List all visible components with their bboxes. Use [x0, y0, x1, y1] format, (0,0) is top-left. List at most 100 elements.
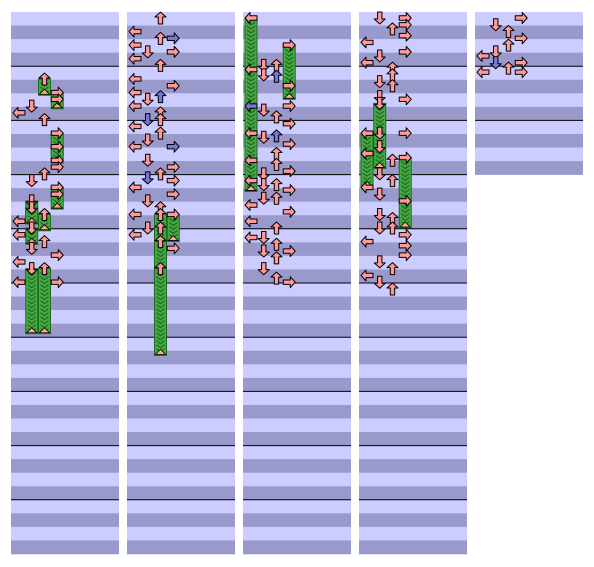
- hold-chevron: [156, 340, 165, 345]
- arrow-right-icon: [282, 79, 296, 92]
- arrow-up-icon: [154, 126, 167, 140]
- arrow-down-icon: [373, 126, 386, 140]
- hold-chevron: [156, 296, 165, 301]
- beat-stripe: [243, 323, 351, 338]
- arrow-down-icon: [25, 221, 38, 235]
- arrow-right-icon: [166, 174, 180, 187]
- arrow-right-icon: [282, 205, 296, 218]
- arrow-down-icon: [489, 18, 502, 32]
- beat-stripe: [11, 106, 119, 121]
- beat-stripe: [127, 79, 235, 94]
- beat-stripe: [243, 79, 351, 94]
- hold-chevron: [156, 332, 165, 337]
- hold-chevron: [246, 145, 256, 150]
- hold-chevron: [168, 229, 178, 235]
- beat-stripe: [359, 12, 467, 26]
- beat-stripe: [359, 66, 467, 81]
- arrow-up-icon: [154, 221, 167, 235]
- column-3: [243, 12, 351, 555]
- arrow-left-icon: [128, 86, 142, 99]
- arrow-down-icon: [257, 167, 270, 181]
- beat-stripe: [243, 337, 351, 352]
- beat-stripe: [243, 255, 351, 270]
- hold-chevron: [362, 136, 372, 141]
- beat-stripe: [243, 486, 351, 501]
- beat-stripe: [359, 323, 467, 338]
- arrow-up-icon: [154, 113, 167, 127]
- beat-stripe: [11, 52, 119, 67]
- arrow-right-icon: [282, 100, 296, 113]
- arrow-up-icon: [502, 61, 515, 75]
- beat-stripe: [11, 540, 119, 555]
- arrow-up-icon: [386, 174, 399, 188]
- beat-stripe: [243, 201, 351, 216]
- beat-stripe: [127, 350, 235, 365]
- arrow-down-icon: [25, 194, 38, 208]
- beat-stripe: [359, 404, 467, 419]
- hold-chevron: [284, 68, 294, 73]
- arrow-left-icon: [360, 127, 374, 140]
- beat-stripe: [359, 540, 467, 555]
- beat-stripe: [359, 310, 467, 324]
- hold-chevron: [400, 169, 410, 174]
- arrow-down-icon: [373, 207, 386, 221]
- arrow-down-icon: [141, 171, 154, 185]
- beat-stripe: [475, 79, 583, 94]
- arrow-down-icon: [141, 153, 154, 167]
- hold-chevron: [246, 109, 256, 114]
- beat-stripe: [127, 418, 235, 433]
- arrow-down-icon: [257, 191, 270, 205]
- arrow-left-icon: [12, 215, 26, 228]
- beat-stripe: [127, 228, 235, 243]
- arrow-right-icon: [50, 276, 64, 289]
- beat-stripe: [11, 188, 119, 202]
- arrow-right-icon: [282, 184, 296, 197]
- beat-stripe: [243, 215, 351, 230]
- arrow-right-icon: [398, 93, 412, 106]
- arrow-down-icon: [141, 45, 154, 59]
- arrow-left-icon: [128, 208, 142, 221]
- arrow-right-icon: [50, 249, 64, 262]
- hold-chevron: [246, 165, 256, 170]
- hold-chevron: [246, 77, 256, 82]
- beat-stripe: [11, 93, 119, 108]
- arrow-left-icon: [244, 154, 258, 167]
- arrow-up-icon: [386, 221, 399, 235]
- beat-stripe: [359, 418, 467, 433]
- hold-chevron: [52, 136, 62, 141]
- hold-tail: [38, 88, 51, 95]
- arrow-right-icon: [282, 138, 296, 151]
- hold-chevron: [246, 121, 256, 126]
- beat-stripe: [243, 432, 351, 446]
- beat-stripe: [11, 350, 119, 365]
- hold-chevron: [156, 316, 165, 321]
- arrow-right-icon: [166, 79, 180, 92]
- beat-stripe: [243, 12, 351, 26]
- beat-stripe: [127, 215, 235, 230]
- beat-stripe: [243, 161, 351, 175]
- arrow-right-icon: [282, 117, 296, 130]
- arrow-up-icon: [38, 207, 51, 221]
- beat-stripe: [127, 540, 235, 555]
- beat-stripe: [243, 269, 351, 284]
- hold-chevron: [40, 296, 49, 301]
- beat-stripe: [475, 52, 583, 67]
- beat-stripe: [359, 486, 467, 501]
- beat-stripe: [359, 269, 467, 284]
- arrow-up-icon: [38, 235, 51, 249]
- hold-chevron: [246, 73, 256, 78]
- beat-stripe: [127, 133, 235, 148]
- beat-stripe: [475, 147, 583, 162]
- beat-stripe: [127, 296, 235, 311]
- arrow-up-icon: [270, 191, 283, 205]
- arrow-left-icon: [476, 49, 490, 62]
- arrow-right-icon: [50, 140, 64, 153]
- beat-stripe: [359, 25, 467, 40]
- hold-chevron: [362, 172, 372, 177]
- beat-stripe: [475, 25, 583, 40]
- beat-stripe: [243, 404, 351, 419]
- beat-stripe: [11, 174, 119, 189]
- hold-chevron: [27, 288, 37, 293]
- beat-stripe: [127, 269, 235, 284]
